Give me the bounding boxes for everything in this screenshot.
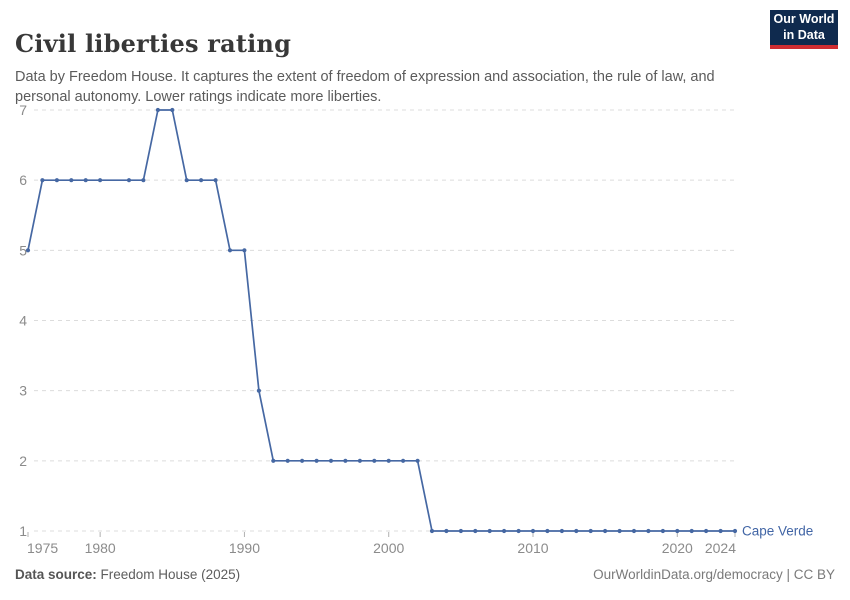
y-tick-label-1: 1	[19, 523, 27, 539]
x-tick-label-2000: 2000	[373, 540, 404, 556]
y-tick-label-6: 6	[19, 172, 27, 188]
data-point-2015[interactable]	[603, 528, 608, 534]
data-point-2002[interactable]	[415, 458, 420, 463]
data-point-2006[interactable]	[473, 528, 478, 534]
data-point-1975[interactable]	[25, 248, 31, 253]
data-point-2010[interactable]	[530, 528, 536, 534]
data-point-1989[interactable]	[227, 248, 233, 253]
attribution-text[interactable]: OurWorldinData.org/democracy | CC BY	[593, 567, 835, 582]
data-point-2005[interactable]	[458, 528, 463, 534]
owid-logo-line1: Our World	[773, 12, 835, 27]
data-point-2000[interactable]	[386, 458, 391, 463]
chart-subtitle: Data by Freedom House. It captures the e…	[15, 68, 715, 106]
entity-label[interactable]: Cape Verde	[742, 524, 813, 539]
y-tick-label-4: 4	[19, 313, 27, 329]
data-point-1982[interactable]	[126, 178, 132, 183]
x-tick-label-2010: 2010	[517, 540, 548, 556]
data-point-2012[interactable]	[559, 528, 565, 534]
y-tick-label-7: 7	[19, 102, 27, 118]
data-point-1987[interactable]	[199, 178, 204, 183]
data-point-1988[interactable]	[213, 178, 218, 183]
data-point-2019[interactable]	[660, 528, 666, 534]
data-source-label: Data source:	[15, 567, 97, 582]
data-point-1999[interactable]	[372, 458, 377, 463]
x-tick-label-1990: 1990	[229, 540, 260, 556]
owid-logo-line2: in Data	[783, 27, 825, 42]
data-source-value: Freedom House (2025)	[96, 567, 241, 582]
data-point-2024[interactable]	[732, 528, 738, 534]
data-point-1977[interactable]	[54, 178, 60, 183]
data-point-1984[interactable]	[155, 107, 160, 113]
data-source-text: Data source: Freedom House (2025)	[15, 567, 240, 582]
data-point-1993[interactable]	[285, 458, 290, 463]
data-point-2007[interactable]	[487, 528, 492, 534]
data-point-1994[interactable]	[300, 458, 305, 463]
data-point-2011[interactable]	[545, 528, 550, 534]
data-point-1983[interactable]	[141, 178, 146, 183]
data-point-1992[interactable]	[271, 458, 276, 463]
x-tick-label-2024: 2024	[705, 540, 736, 556]
data-point-2013[interactable]	[574, 528, 579, 534]
data-point-1998[interactable]	[357, 458, 362, 463]
data-point-2003[interactable]	[429, 528, 435, 534]
data-point-1990[interactable]	[242, 248, 247, 253]
x-tick-label-1975: 1975	[27, 540, 58, 556]
chart-footer: Data source: Freedom House (2025) OurWor…	[15, 567, 835, 582]
data-point-1979[interactable]	[83, 178, 88, 183]
data-point-2001[interactable]	[401, 458, 406, 463]
data-point-1996[interactable]	[328, 458, 334, 463]
data-point-2021[interactable]	[689, 528, 694, 534]
y-tick-label-3: 3	[19, 383, 27, 399]
data-point-2020[interactable]	[675, 528, 680, 534]
data-point-1986[interactable]	[184, 178, 189, 183]
data-point-1980[interactable]	[98, 178, 103, 183]
x-tick-label-2020: 2020	[662, 540, 693, 556]
data-point-2014[interactable]	[588, 528, 593, 534]
data-point-2022[interactable]	[704, 528, 709, 534]
owid-logo[interactable]: Our World in Data	[770, 10, 838, 49]
y-tick-label-5: 5	[19, 242, 27, 258]
data-point-1991[interactable]	[256, 388, 261, 393]
data-point-2009[interactable]	[516, 528, 521, 534]
data-point-1976[interactable]	[40, 178, 45, 183]
chart-title: Civil liberties rating	[15, 29, 292, 59]
data-point-2008[interactable]	[502, 528, 507, 534]
x-tick-label-1980: 1980	[85, 540, 116, 556]
data-point-1997[interactable]	[343, 458, 348, 463]
data-point-1985[interactable]	[170, 107, 175, 113]
data-point-2016[interactable]	[617, 528, 622, 534]
data-point-2017[interactable]	[631, 528, 637, 534]
data-point-1995[interactable]	[314, 458, 319, 463]
y-tick-label-2: 2	[19, 453, 27, 469]
data-point-2018[interactable]	[646, 528, 651, 534]
data-point-2004[interactable]	[444, 528, 449, 534]
data-point-1978[interactable]	[69, 178, 74, 183]
data-point-2023[interactable]	[718, 528, 723, 534]
